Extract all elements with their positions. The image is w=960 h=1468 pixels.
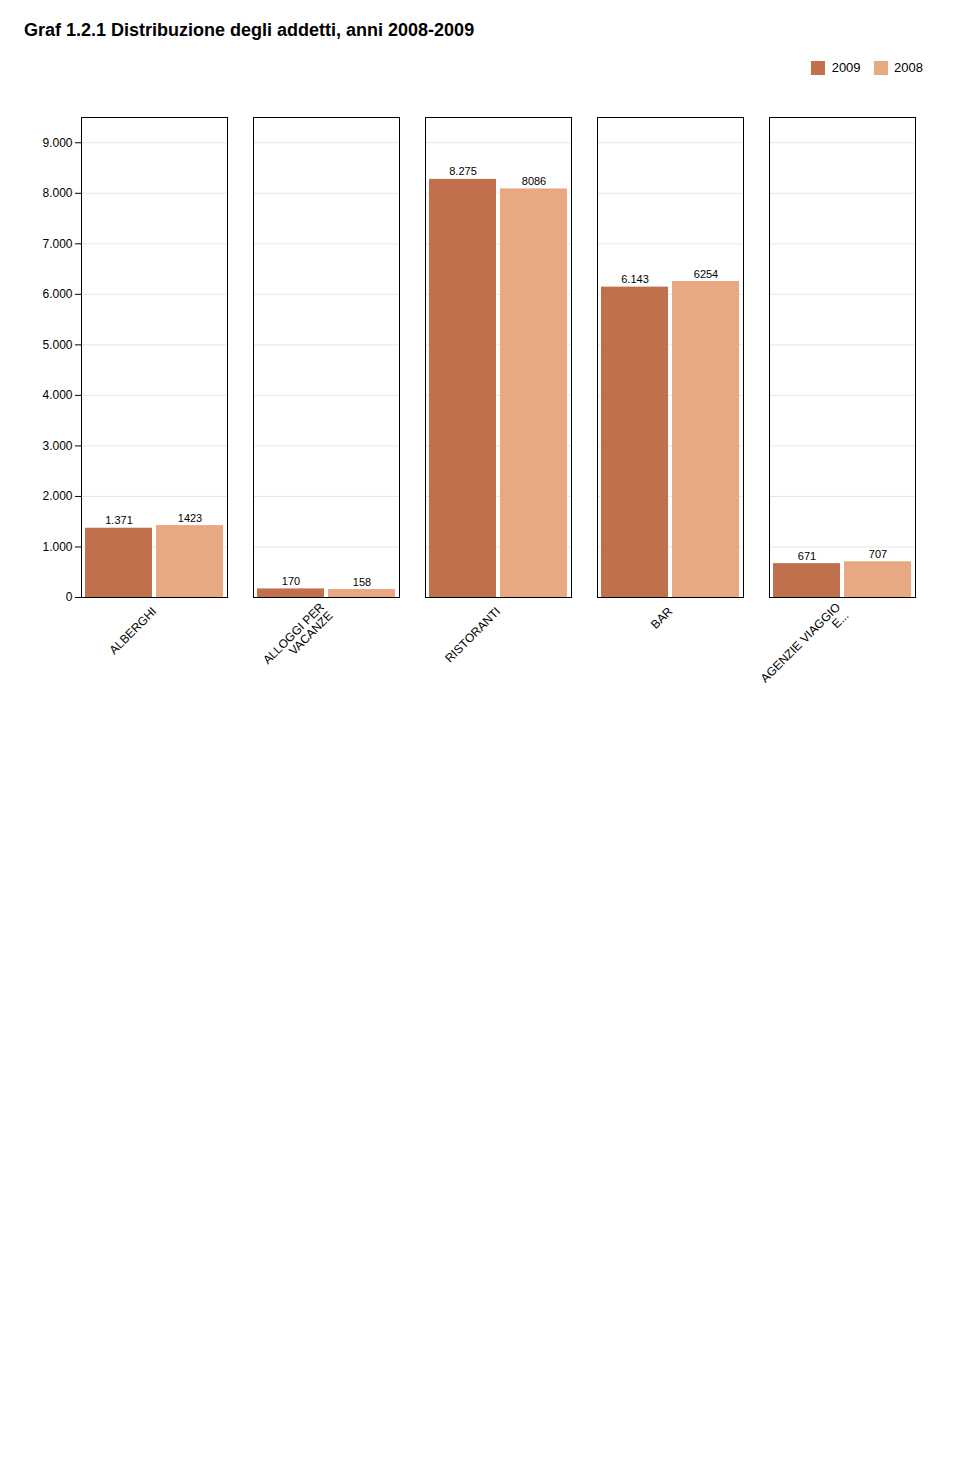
svg-text:ALBERGHI: ALBERGHI [107, 604, 160, 657]
svg-text:ALLOGGI PERVACANZE: ALLOGGI PERVACANZE [260, 599, 336, 675]
svg-text:5.000: 5.000 [42, 337, 72, 351]
svg-text:AGENZIE VIAGGIOE...: AGENZIE VIAGGIOE... [758, 600, 852, 694]
html-text:2008: 2008 [894, 60, 923, 75]
svg-text:RISTORANTI: RISTORANTI [442, 604, 503, 665]
svg-text:9.000: 9.000 [42, 135, 72, 149]
svg-text:6.000: 6.000 [42, 287, 72, 301]
svg-text:8.000: 8.000 [42, 186, 72, 200]
svg-text:8.275: 8.275 [449, 165, 477, 177]
svg-text:6.143: 6.143 [621, 273, 649, 285]
svg-text:1423: 1423 [178, 511, 202, 523]
svg-text:158: 158 [353, 575, 371, 587]
svg-text:671: 671 [798, 549, 816, 561]
svg-text:707: 707 [869, 547, 887, 559]
html-text:Graf 1.2.1 Distribuzione degli: Graf 1.2.1 Distribuzione degli addetti, … [24, 20, 475, 40]
svg-text:0: 0 [66, 590, 73, 604]
svg-text:8086: 8086 [522, 174, 546, 186]
html-text:2009: 2009 [831, 60, 861, 75]
svg-text:3.000: 3.000 [42, 438, 72, 452]
svg-text:1.000: 1.000 [42, 539, 72, 553]
svg-text:7.000: 7.000 [42, 236, 72, 250]
svg-text:BAR: BAR [648, 604, 676, 632]
svg-text:170: 170 [282, 574, 300, 586]
svg-text:2.000: 2.000 [42, 489, 72, 503]
svg-text:1.371: 1.371 [105, 514, 133, 526]
svg-text:6254: 6254 [694, 267, 718, 279]
svg-text:4.000: 4.000 [42, 388, 72, 402]
